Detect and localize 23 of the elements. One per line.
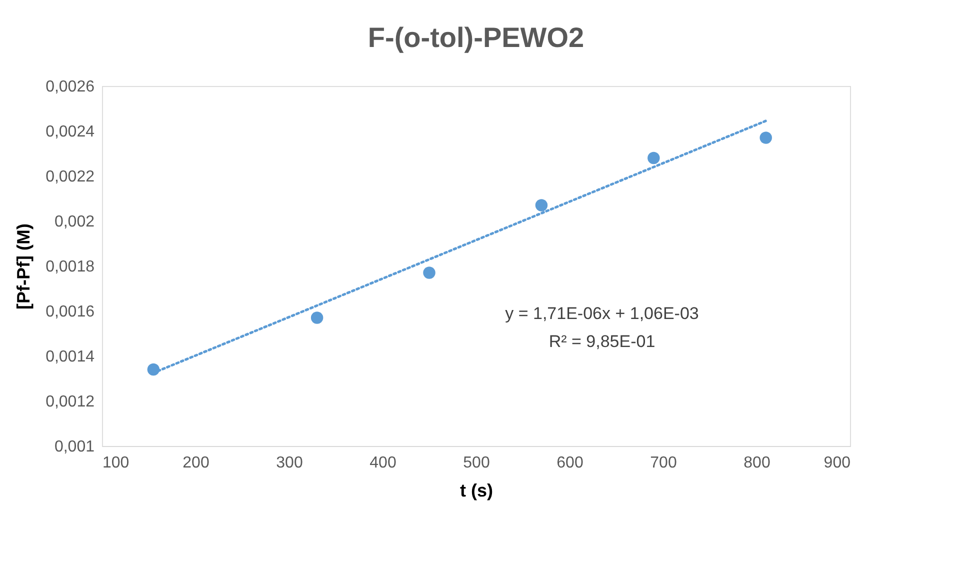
x-tick-label: 800: [744, 454, 770, 472]
y-tick-label: 0,0018: [46, 258, 95, 276]
y-tick-label: 0,002: [54, 214, 95, 230]
chart-title: F-(o-tol)-PEWO2: [368, 22, 584, 53]
annotation: R² = 9,85E-01: [548, 332, 656, 351]
x-tick-label: 200: [182, 454, 210, 472]
y-tick-label: 0,0026: [46, 78, 95, 96]
x-tick-label: 500: [463, 454, 490, 472]
y-tick-label: 0,0014: [46, 348, 95, 366]
x-axis-title: t (s): [460, 480, 493, 500]
x-tick-label: 300: [276, 454, 303, 472]
x-tick-label: 100: [102, 454, 130, 472]
x-tick-label: 400: [370, 454, 396, 472]
annotation: y = 1,71E-06x + 1,06E-03: [505, 304, 699, 323]
x-tick-label: 900: [824, 454, 851, 472]
x-tick-label: 600: [556, 454, 584, 472]
y-tick-label: 0,0012: [46, 394, 95, 410]
y-tick-label: 0,0024: [46, 124, 95, 140]
y-tick-label: 0,001: [54, 438, 95, 456]
y-tick-label: 0,0022: [46, 168, 95, 186]
y-axis-title: [Pf-Pf] (M): [14, 224, 34, 310]
y-tick-label: 0,0016: [46, 304, 95, 320]
x-tick-label: 700: [650, 454, 677, 472]
